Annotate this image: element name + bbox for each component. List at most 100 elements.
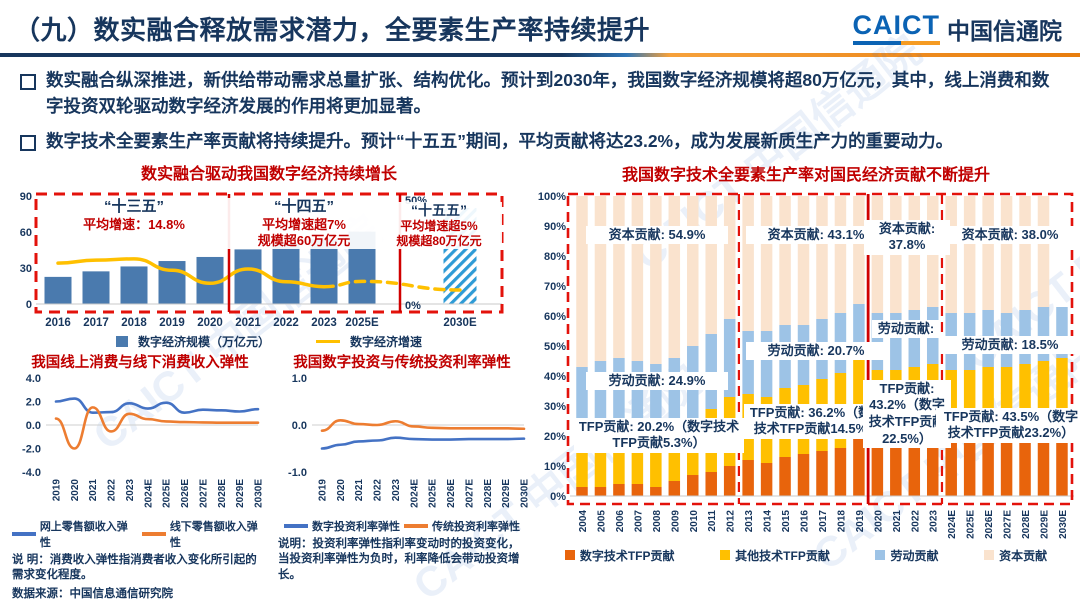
svg-text:2010: 2010 bbox=[689, 509, 700, 532]
bullet-square-icon bbox=[20, 134, 36, 151]
page-title: （九）数实融合释放需求潜力，全要素生产率持续提升 bbox=[14, 15, 651, 45]
svg-text:2023: 2023 bbox=[391, 478, 402, 501]
legend-label: 数字投资利率弹性 bbox=[312, 520, 400, 533]
svg-text:2028E: 2028E bbox=[217, 478, 228, 507]
svg-text:90: 90 bbox=[20, 191, 32, 203]
investment-note: 说明：投资利率弹性指利率变动时的投资变化，当投资利率弹性为负时，利率降低会带动投… bbox=[278, 537, 520, 581]
svg-text:-2.0: -2.0 bbox=[22, 443, 41, 455]
svg-text:2019: 2019 bbox=[855, 509, 866, 532]
bullet-item: 数字技术全要素生产率贡献将持续提升。预计“十五五”期间，平均贡献将达23.2%，… bbox=[20, 128, 1058, 154]
svg-text:60%: 60% bbox=[544, 311, 566, 323]
svg-text:2011: 2011 bbox=[707, 509, 718, 531]
svg-text:2021: 2021 bbox=[235, 317, 261, 329]
charts-area: 数实融合驱动我国数字经济持续增长 0 30 60 90 50% 0% 2016 2017 201… bbox=[0, 162, 1080, 603]
capital-annotation-3: 资本贡献: 37.8% bbox=[864, 219, 950, 255]
digital-economy-chart-title: 数实融合驱动我国数字经济持续增长 bbox=[140, 165, 397, 183]
svg-text:1.0: 1.0 bbox=[292, 373, 307, 385]
svg-text:90%: 90% bbox=[544, 221, 566, 233]
investment-chart-title: 我国数字投资与传统投资利率弹性 bbox=[293, 354, 511, 371]
legend-label: 数字经济增速 bbox=[350, 334, 423, 349]
consumption-elasticity-chart: 4.0 2.0 0.0 -2.0 -4.0 2019 2020 2021 2022 2023 202… bbox=[12, 373, 268, 520]
svg-text:2030E: 2030E bbox=[443, 317, 477, 329]
svg-text:80%: 80% bbox=[544, 251, 566, 263]
legend-item: 数字技术TFP贡献 bbox=[564, 547, 675, 564]
svg-text:2022: 2022 bbox=[107, 478, 118, 501]
period-annotation-14th-fyp: “十四五” 平均增速超7% 规模超60万亿元 bbox=[226, 197, 382, 249]
tfp-annotation-1: TFP贡献: 20.2%（数字技术TFP贡献5.3%） bbox=[574, 417, 744, 453]
svg-text:2026E: 2026E bbox=[984, 509, 995, 538]
svg-text:2016: 2016 bbox=[800, 509, 811, 532]
svg-text:4.0: 4.0 bbox=[26, 373, 41, 385]
svg-text:2009: 2009 bbox=[670, 509, 681, 532]
svg-text:0.0: 0.0 bbox=[292, 420, 307, 432]
capital-annotation-2: 资本贡献: 43.1% bbox=[746, 225, 886, 245]
svg-text:2021: 2021 bbox=[354, 478, 365, 501]
svg-text:2022: 2022 bbox=[273, 317, 299, 329]
capital-annotation-1: 资本贡献: 54.9% bbox=[586, 225, 728, 245]
svg-text:2025E: 2025E bbox=[345, 317, 379, 329]
svg-text:2024E: 2024E bbox=[143, 478, 154, 507]
svg-text:2004: 2004 bbox=[578, 509, 589, 532]
svg-text:2012: 2012 bbox=[726, 509, 737, 532]
svg-text:2018: 2018 bbox=[121, 317, 147, 329]
svg-text:2027E: 2027E bbox=[1003, 509, 1014, 538]
legend-item: 劳动贡献 bbox=[875, 547, 939, 564]
tfp-annotation-4: TFP贡献: 43.5%（数字技术TFP贡献23.2%） bbox=[936, 407, 1080, 443]
svg-text:2024E: 2024E bbox=[409, 478, 420, 507]
svg-text:10%: 10% bbox=[544, 461, 566, 473]
legend-label: 数字技术TFP贡献 bbox=[579, 548, 675, 563]
svg-text:-4.0: -4.0 bbox=[22, 467, 41, 479]
tfp-annotation-3: TFP贡献: 43.2%（数字技术TFP贡献22.5%） bbox=[863, 379, 951, 449]
line-swatch bbox=[404, 524, 428, 528]
svg-text:50%: 50% bbox=[544, 341, 566, 353]
svg-text:2017: 2017 bbox=[83, 317, 109, 329]
consumption-elasticity-panel: 我国线上消费与线下消费收入弹性 4.0 2.0 0.0 -2.0 -4.0 2019 202… bbox=[12, 354, 268, 603]
svg-text:2028E: 2028E bbox=[483, 478, 494, 507]
swatch-capital bbox=[984, 550, 995, 561]
svg-text:2028E: 2028E bbox=[1021, 509, 1032, 538]
svg-text:2007: 2007 bbox=[633, 509, 644, 532]
svg-text:2016: 2016 bbox=[45, 317, 71, 329]
svg-text:2023: 2023 bbox=[311, 317, 337, 329]
svg-text:0.0: 0.0 bbox=[26, 420, 41, 432]
data-source: 数据来源：中国信息通信研究院 bbox=[12, 587, 173, 600]
svg-text:2030E: 2030E bbox=[254, 478, 265, 507]
consumption-legend: 网上零售额收入弹性 线下零售额收入弹性 bbox=[12, 518, 268, 550]
svg-text:2022: 2022 bbox=[910, 509, 921, 532]
svg-text:60: 60 bbox=[20, 227, 32, 239]
digital-economy-legend: 数字经济规模（万亿元） 数字经济增速 bbox=[12, 333, 526, 350]
svg-text:2008: 2008 bbox=[652, 509, 663, 532]
legend-label: 资本贡献 bbox=[999, 548, 1048, 563]
svg-text:30: 30 bbox=[20, 263, 32, 275]
legend-label: 线下零售额收入弹性 bbox=[169, 520, 258, 549]
svg-text:2029E: 2029E bbox=[235, 478, 246, 507]
bar-swatch bbox=[115, 335, 128, 347]
svg-text:2019: 2019 bbox=[52, 478, 63, 501]
svg-text:70%: 70% bbox=[544, 281, 566, 293]
svg-text:2.0: 2.0 bbox=[26, 396, 41, 408]
bullet-square-icon bbox=[20, 74, 36, 90]
svg-text:2005: 2005 bbox=[596, 509, 607, 532]
line-swatch bbox=[284, 524, 308, 528]
tfp-panel: 我国数字技术全要素生产率对国民经济贡献不断提升 0% 10% 20% 30% 40% 50… bbox=[532, 164, 1080, 603]
left-column: 数实融合驱动我国数字经济持续增长 0 30 60 90 50% 0% 2016 2017 201… bbox=[12, 164, 531, 603]
header: （九）数实融合释放需求潜力，全要素生产率持续提升 CAICT 中国信通院 bbox=[0, 0, 1080, 53]
svg-text:0%: 0% bbox=[550, 491, 566, 503]
bullet-item: 数实融合纵深推进，新供给带动需求总量扩张、结构优化。预计到2030年，我国数字经… bbox=[20, 67, 1058, 120]
svg-text:2025E: 2025E bbox=[966, 509, 977, 538]
svg-text:2022: 2022 bbox=[373, 478, 384, 501]
svg-text:40%: 40% bbox=[544, 371, 566, 383]
legend-label: 传统投资利率弹性 bbox=[432, 520, 520, 533]
legend-label: 数字经济规模（万亿元） bbox=[137, 334, 270, 349]
legend-label: 劳动贡献 bbox=[890, 548, 939, 563]
caict-logo: CAICT 中国信通院 bbox=[852, 12, 1062, 46]
legend-label: 网上零售额收入弹性 bbox=[39, 520, 128, 549]
svg-text:2025E: 2025E bbox=[162, 478, 173, 507]
svg-text:100%: 100% bbox=[538, 191, 566, 203]
caict-logo-cn: 中国信通院 bbox=[947, 17, 1062, 44]
labor-annotation-4: 劳动贡献: 18.5% bbox=[940, 335, 1080, 355]
svg-text:2018: 2018 bbox=[836, 509, 847, 532]
swatch-labor bbox=[875, 550, 886, 561]
svg-text:2020: 2020 bbox=[336, 478, 347, 501]
tfp-chart-title: 我国数字技术全要素生产率对国民经济贡献不断提升 bbox=[621, 166, 990, 184]
